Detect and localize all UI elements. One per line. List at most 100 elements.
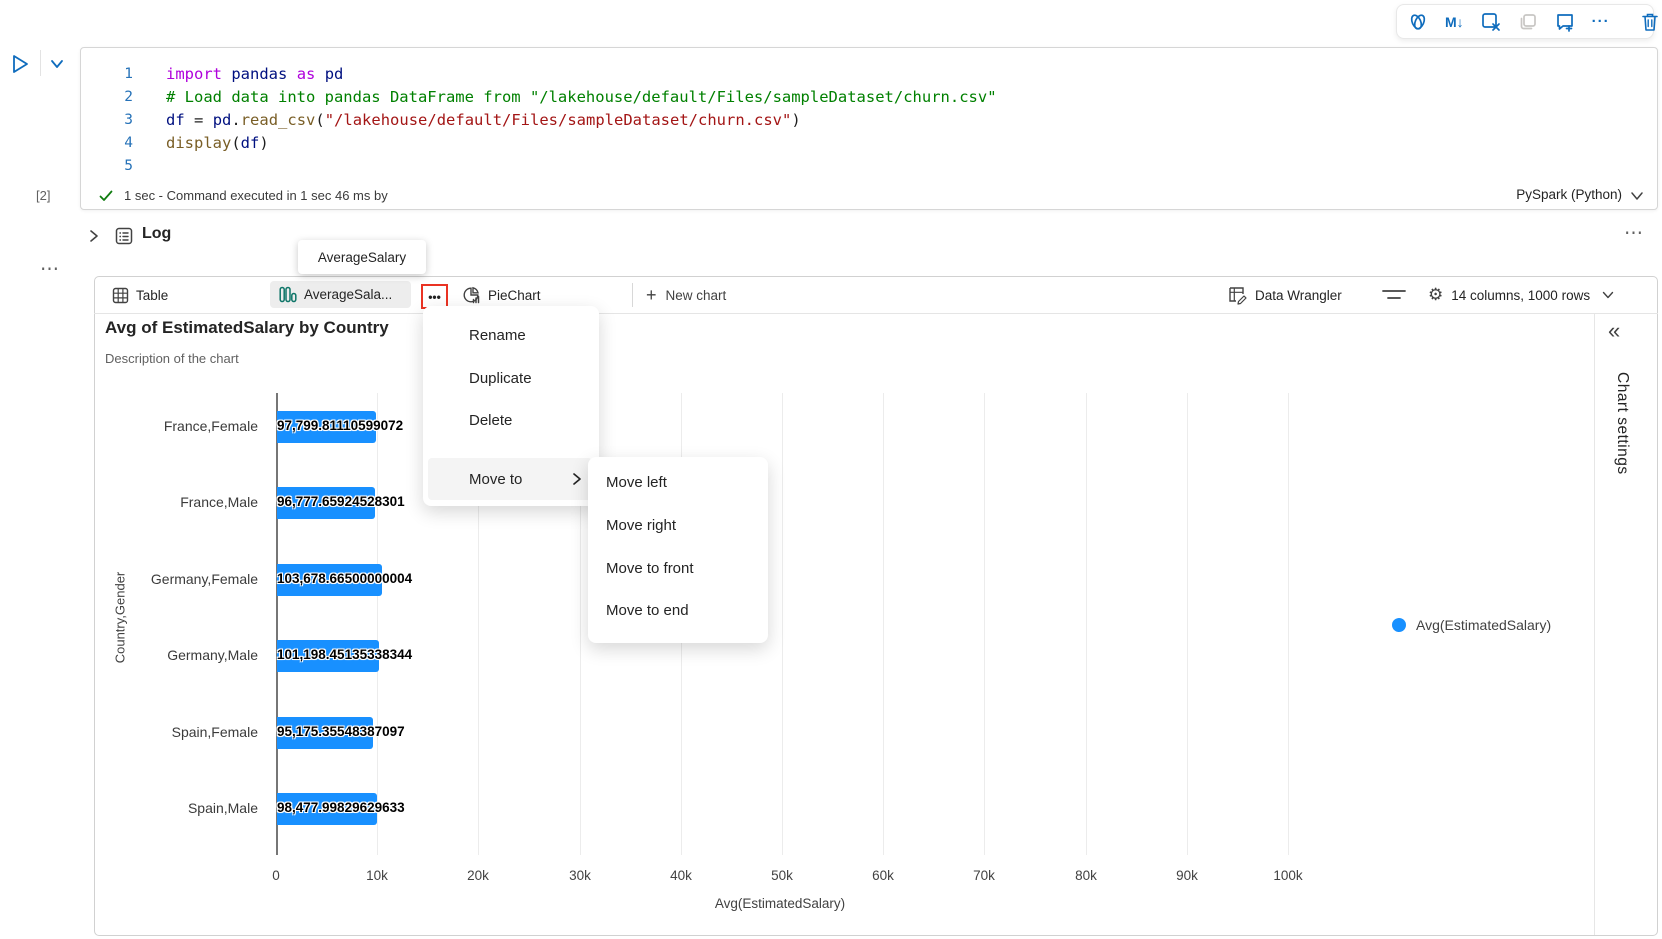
y-axis-line <box>276 393 278 855</box>
x-tick-label: 20k <box>467 868 489 883</box>
log-expand-chevron-icon[interactable] <box>88 228 100 244</box>
bar-value-label: 101,198.45135338344 <box>277 647 413 662</box>
x-tick-label: 0 <box>272 868 280 883</box>
y-axis-title: Country,Gender <box>112 571 128 664</box>
menu-item-delete[interactable]: Delete <box>469 412 513 429</box>
bar-chart-icon <box>279 286 297 303</box>
shape-chevron-icon <box>1602 291 1614 299</box>
tab-bar-divider <box>94 313 1658 314</box>
clear-outputs-icon[interactable] <box>1480 11 1502 33</box>
gear-icon: ⚙ <box>1428 285 1444 304</box>
log-overflow-button[interactable]: ⋯ <box>1624 223 1644 244</box>
category-label: Germany,Male <box>167 647 258 663</box>
x-tick-label: 100k <box>1273 868 1303 883</box>
tab-more-button-annotated[interactable]: ••• <box>421 284 448 309</box>
tab-piechart[interactable]: PieChart <box>462 282 541 308</box>
tab-separator <box>632 283 633 307</box>
bar-spain-female <box>277 717 373 749</box>
cell-toolbar: M↓ ··· <box>1396 4 1658 39</box>
x-axis-title: Avg(EstimatedSalary) <box>714 896 846 911</box>
x-tick-label: 40k <box>670 868 692 883</box>
collapse-settings-icon[interactable]: « <box>1608 318 1621 343</box>
run-cell-button[interactable] <box>8 52 32 76</box>
category-label: France,Male <box>180 494 258 510</box>
legend-item[interactable]: Avg(EstimatedSalary) <box>1392 617 1551 633</box>
bar-germany-female <box>277 564 382 596</box>
line-number: 3 <box>124 112 133 128</box>
gridline <box>1086 393 1087 855</box>
kernel-chevron-icon[interactable] <box>1630 191 1644 201</box>
data-wrangler-icon <box>1228 286 1247 305</box>
line-number: 1 <box>124 66 133 82</box>
menu-item-duplicate[interactable]: Duplicate <box>469 369 532 387</box>
bar-value-label: 95,175.35548387097 <box>277 724 405 739</box>
bar-value-label: 103,678.66500000004 <box>277 571 413 586</box>
code-cell[interactable]: 1 import pandas as pd 2 # Load data into pa… <box>80 47 1658 210</box>
line-number: 4 <box>124 135 133 151</box>
x-tick-label: 50k <box>771 868 793 883</box>
more-actions-icon[interactable]: ··· <box>1591 13 1610 30</box>
gridline <box>580 393 581 855</box>
x-tick-label: 30k <box>569 868 591 883</box>
x-tick-label: 60k <box>872 868 894 883</box>
tab-table[interactable]: Table <box>112 282 168 308</box>
markdown-convert-icon[interactable]: M↓ <box>1445 13 1464 30</box>
gridline <box>883 393 884 855</box>
plus-icon: + <box>646 284 657 305</box>
bar-france-female <box>277 411 376 443</box>
menu-item-move-to[interactable]: Move to <box>428 458 592 500</box>
delete-cell-icon[interactable] <box>1640 11 1660 33</box>
bar-value-label: 97,799.81110599072 <box>277 418 404 433</box>
settings-rail-divider <box>1594 314 1595 935</box>
gridline <box>984 393 985 855</box>
submenu-item-move-left[interactable]: Move left <box>606 474 667 491</box>
kernel-selector[interactable]: PySpark (Python) <box>1516 187 1622 202</box>
category-label: Spain,Male <box>187 800 258 816</box>
log-section-label[interactable]: Log <box>142 225 172 242</box>
chart-description: Description of the chart <box>105 351 239 366</box>
dataframe-shape-button[interactable]: ⚙ 14 columns, 1000 rows <box>1428 281 1614 309</box>
cell-overflow-button[interactable]: ⋯ <box>40 259 60 280</box>
tab-context-menu: Rename Duplicate Delete Move to <box>423 306 599 506</box>
new-chart-label: New chart <box>665 287 727 303</box>
category-label: Germany,Female <box>150 571 258 587</box>
data-wrangler-label: Data Wrangler <box>1255 287 1342 303</box>
bar-france-male <box>277 487 375 519</box>
copilot-icon[interactable] <box>1407 11 1429 33</box>
x-tick-label: 80k <box>1075 868 1097 883</box>
success-check-icon <box>98 188 114 204</box>
submenu-item-move-to-front[interactable]: Move to front <box>606 559 694 577</box>
tab-tooltip: AverageSalary <box>298 240 426 274</box>
chart-settings-label: Chart settings <box>1614 372 1631 475</box>
bar-germany-male <box>277 640 379 672</box>
legend-label: Avg(EstimatedSalary) <box>1416 617 1552 633</box>
cell-status-text: 1 sec - Command executed in 1 sec 46 ms … <box>124 188 388 203</box>
line-number: 2 <box>124 89 133 105</box>
add-comment-icon[interactable] <box>1554 11 1576 33</box>
gridline <box>1288 393 1289 855</box>
menu-item-rename[interactable]: Rename <box>469 327 526 344</box>
execution-count: [2] <box>36 188 51 203</box>
category-label: France,Female <box>163 418 258 434</box>
tab-table-label: Table <box>136 287 169 303</box>
submenu-item-move-right[interactable]: Move right <box>606 516 677 534</box>
output-card <box>94 276 1658 936</box>
tab-piechart-label: PieChart <box>488 287 541 303</box>
duplicate-cell-icon <box>1518 11 1538 33</box>
run-options-chevron-icon[interactable] <box>48 57 66 71</box>
run-divider <box>40 50 41 76</box>
legend-dot-icon <box>1392 618 1406 632</box>
filter-icon[interactable] <box>1382 286 1406 304</box>
x-tick-label: 90k <box>1176 868 1198 883</box>
new-chart-button[interactable]: + New chart <box>646 282 726 308</box>
gridline <box>1187 393 1188 855</box>
chart-title: Avg of EstimatedSalary by Country <box>105 318 389 337</box>
tab-averagesalary[interactable]: AverageSala... <box>270 281 411 308</box>
x-tick-label: 70k <box>973 868 995 883</box>
data-wrangler-button[interactable]: Data Wrangler <box>1228 282 1342 308</box>
bar-spain-male <box>277 793 377 825</box>
menu-item-move-to-label: Move to <box>469 470 523 488</box>
bar-value-label: 98,477.99829629633 <box>277 800 405 815</box>
tab-averagesalary-label: AverageSala... <box>304 287 393 302</box>
submenu-item-move-to-end[interactable]: Move to end <box>606 602 689 620</box>
